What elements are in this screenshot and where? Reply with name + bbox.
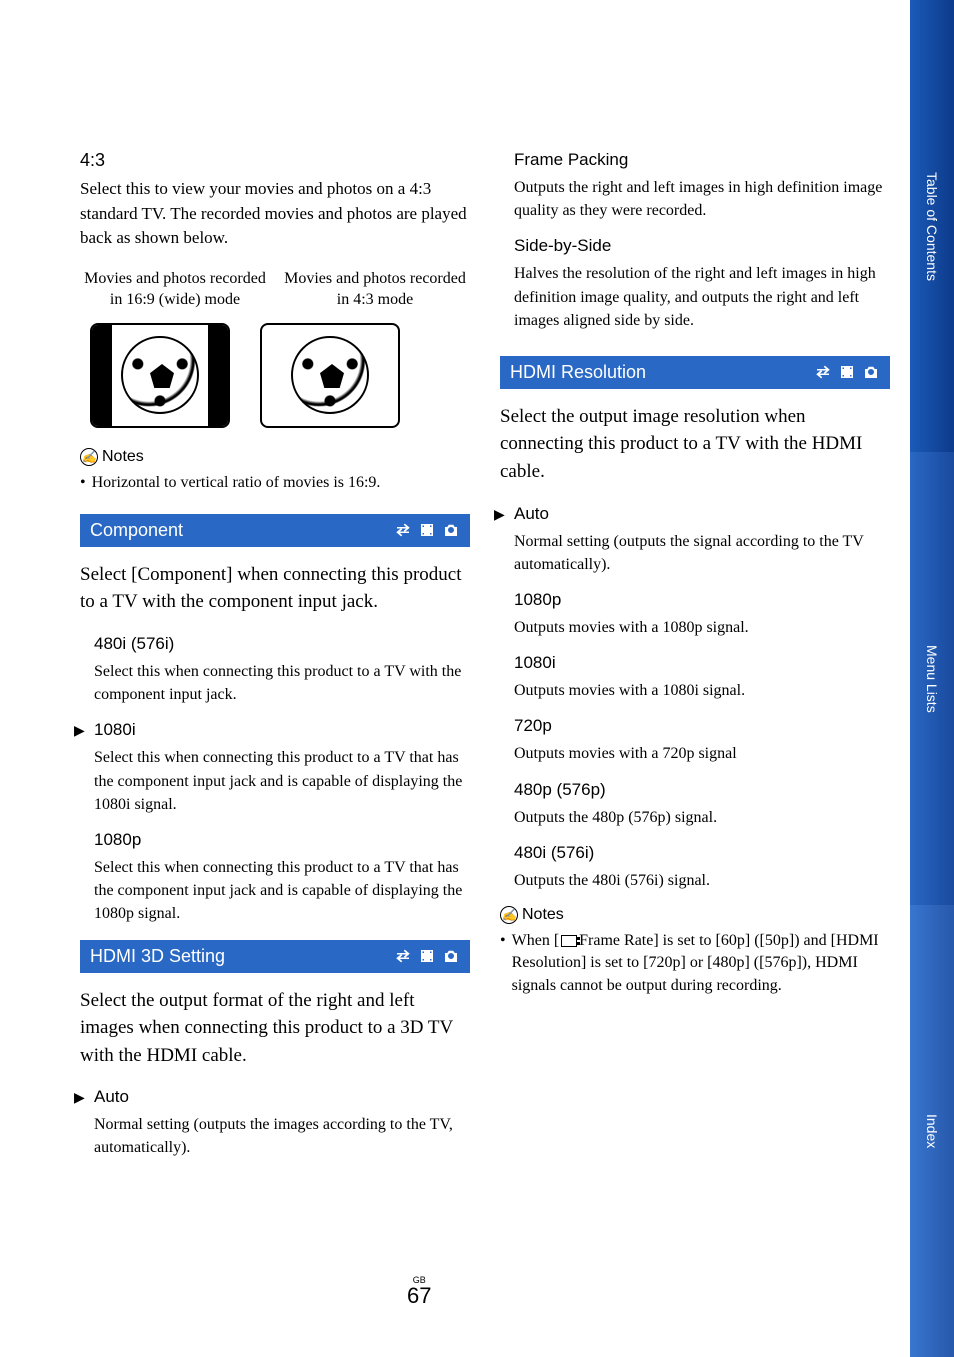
opt-title-43: 4:3 [80, 150, 470, 171]
opt-body: Outputs movies with a 720p signal [514, 742, 890, 765]
opt-title: Side-by-Side [514, 236, 890, 256]
opt-title: 1080p [514, 590, 890, 610]
notes-header: ✍ Notes [500, 906, 890, 924]
compare-label-169: Movies and photos recorded in 16:9 (wide… [80, 269, 270, 311]
notes-body: • When [Frame Rate] is set to [60p] ([50… [500, 930, 890, 997]
opt-480i: 480i (576i) Outputs the 480i (576i) sign… [514, 843, 890, 892]
soccer-ball-icon [291, 336, 369, 414]
opt-480i: 480i (576i) Select this when connecting … [94, 634, 470, 706]
page-root: 4:3 Select this to view your movies and … [0, 0, 954, 1357]
notes-body: • Horizontal to vertical ratio of movies … [80, 472, 470, 494]
opt-title: 1080i [514, 653, 890, 673]
tab-index[interactable]: Index [910, 905, 954, 1357]
camera-icon [862, 363, 880, 381]
hdmi3d-intro: Select the output format of the right an… [80, 987, 470, 1070]
compare-label-43: Movies and photos recorded in 4:3 mode [280, 269, 470, 311]
opt-body: Outputs movies with a 1080i signal. [514, 679, 890, 702]
sidebar-tabs: Table of Contents Menu Lists Index [910, 0, 954, 1357]
opt-title: 480i (576i) [94, 634, 470, 654]
opt-title: Auto [514, 504, 890, 524]
default-marker-icon: ▶ [74, 1090, 85, 1107]
default-marker-icon: ▶ [494, 507, 505, 524]
opt-1080p: 1080p Select this when connecting this p… [94, 830, 470, 926]
opt-framepacking: Frame Packing Outputs the right and left… [514, 150, 890, 222]
opt-title: 1080i [94, 720, 470, 740]
hdmires-intro: Select the output image resolution when … [500, 403, 890, 486]
right-column: Frame Packing Outputs the right and left… [500, 150, 890, 1317]
film-inline-icon [561, 935, 577, 947]
hdmi3d-options-cont: Frame Packing Outputs the right and left… [500, 150, 890, 332]
opt-body: Outputs the right and left images in hig… [514, 176, 890, 222]
mode-icons [394, 521, 460, 539]
section-title: HDMI Resolution [510, 362, 646, 383]
section-bar-hdmires: HDMI Resolution [500, 356, 890, 389]
tab-menu-lists[interactable]: Menu Lists [910, 452, 954, 904]
page-number-value: 67 [407, 1285, 431, 1307]
component-options: 480i (576i) Select this when connecting … [80, 634, 470, 926]
section-title: Component [90, 520, 183, 541]
mode-icons [394, 947, 460, 965]
opt-title: 1080p [94, 830, 470, 850]
film-icon [418, 521, 436, 539]
opt-body: Select this when connecting this product… [94, 856, 470, 926]
bullet-icon: • [500, 930, 506, 997]
camera-icon [442, 947, 460, 965]
opt-720p: 720p Outputs movies with a 720p signal [514, 716, 890, 765]
mode-icons [814, 363, 880, 381]
tv-frame-169-on-43 [90, 323, 230, 428]
notes-text: When [Frame Rate] is set to [60p] ([50p]… [512, 930, 890, 997]
bullet-icon: • [80, 472, 86, 494]
opt-sidebyside: Side-by-Side Halves the resolution of th… [514, 236, 890, 332]
notes-text: Horizontal to vertical ratio of movies i… [92, 472, 381, 494]
tv-frame-43-on-43 [260, 323, 400, 428]
notes-header: ✍ Notes [80, 448, 470, 466]
opt-480p: 480p (576p) Outputs the 480p (576p) sign… [514, 780, 890, 829]
opt-title: 480i (576i) [514, 843, 890, 863]
hdmires-options: ▶ Auto Normal setting (outputs the signa… [500, 504, 890, 892]
tab-table-of-contents[interactable]: Table of Contents [910, 0, 954, 452]
notes-label: Notes [522, 906, 564, 924]
opt-1080i: ▶ 1080i Select this when connecting this… [94, 720, 470, 816]
notes-icon: ✍ [500, 906, 518, 924]
switch-icon [394, 947, 412, 965]
page-number: GB 67 [407, 1275, 431, 1307]
opt-1080p: 1080p Outputs movies with a 1080p signal… [514, 590, 890, 639]
opt-body: Outputs the 480p (576p) signal. [514, 806, 890, 829]
notes-icon: ✍ [80, 448, 98, 466]
section-title: HDMI 3D Setting [90, 946, 225, 967]
opt-body: Normal setting (outputs the images accor… [94, 1113, 470, 1159]
switch-icon [394, 521, 412, 539]
content-area: 4:3 Select this to view your movies and … [0, 0, 910, 1357]
notes-pre: When [ [512, 932, 560, 949]
section-bar-hdmi3d: HDMI 3D Setting [80, 940, 470, 973]
opt-title: Frame Packing [514, 150, 890, 170]
opt-body: Select this when connecting this product… [94, 660, 470, 706]
soccer-ball-icon [121, 336, 199, 414]
opt-body: Outputs the 480i (576i) signal. [514, 869, 890, 892]
film-icon [418, 947, 436, 965]
aspect-compare-labels: Movies and photos recorded in 16:9 (wide… [80, 269, 470, 311]
default-marker-icon: ▶ [74, 723, 85, 740]
film-icon [838, 363, 856, 381]
opt-body: Outputs movies with a 1080p signal. [514, 616, 890, 639]
opt-body-43: Select this to view your movies and phot… [80, 177, 470, 251]
opt-body: Normal setting (outputs the signal accor… [514, 530, 890, 576]
opt-body: Select this when connecting this product… [94, 746, 470, 816]
opt-title: 480p (576p) [514, 780, 890, 800]
component-intro: Select [Component] when connecting this … [80, 561, 470, 616]
hdmi3d-options: ▶ Auto Normal setting (outputs the image… [80, 1087, 470, 1159]
left-column: 4:3 Select this to view your movies and … [80, 150, 470, 1317]
notes-label: Notes [102, 448, 144, 466]
switch-icon [814, 363, 832, 381]
opt-auto: ▶ Auto Normal setting (outputs the image… [94, 1087, 470, 1159]
opt-title: 720p [514, 716, 890, 736]
section-bar-component: Component [80, 514, 470, 547]
opt-body: Halves the resolution of the right and l… [514, 262, 890, 332]
opt-1080i: 1080i Outputs movies with a 1080i signal… [514, 653, 890, 702]
camera-icon [442, 521, 460, 539]
opt-auto: ▶ Auto Normal setting (outputs the signa… [514, 504, 890, 576]
opt-title: Auto [94, 1087, 470, 1107]
aspect-compare-images [80, 323, 470, 428]
